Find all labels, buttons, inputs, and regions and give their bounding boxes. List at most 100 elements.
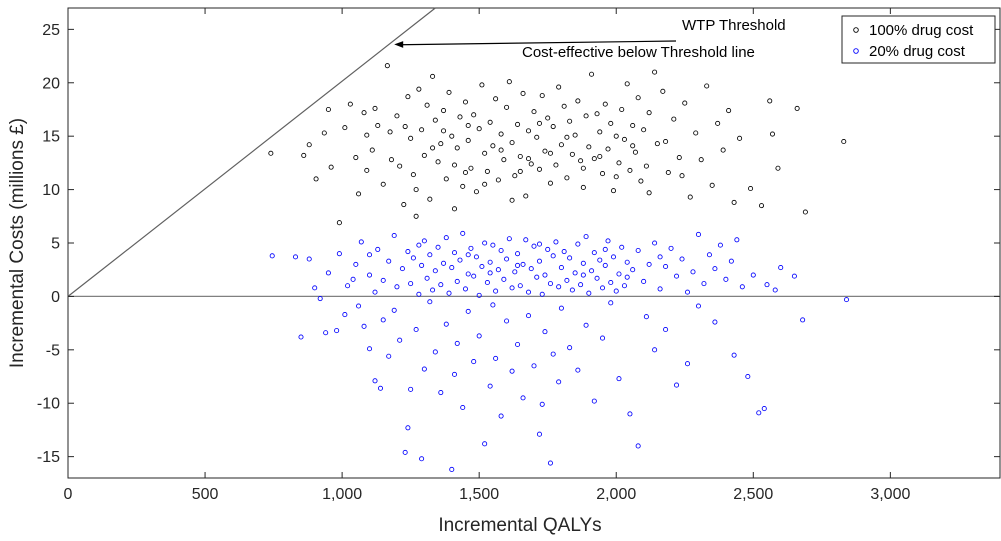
point-100pct [498,147,504,153]
point-20pct [531,363,537,369]
point-100pct [268,150,274,156]
point-20pct [435,244,441,250]
point-100pct [550,124,556,130]
point-20pct [454,278,460,284]
point-100pct [401,202,407,208]
point-20pct [432,268,438,274]
point-20pct [460,230,466,236]
point-100pct [610,188,617,194]
point-20pct [547,281,553,287]
point-20pct [561,249,567,255]
point-100pct [676,155,682,161]
point-20pct [408,386,414,392]
point-100pct [482,181,488,187]
point-100pct [534,134,540,140]
point-20pct [367,346,373,352]
point-20pct [583,322,589,328]
point-20pct [558,265,564,271]
point-20pct [451,250,458,256]
point-20pct [558,305,564,311]
point-100pct [347,101,353,107]
point-100pct [402,124,408,130]
point-20pct [498,247,504,254]
point-20pct [608,279,614,286]
point-100pct [416,86,422,92]
point-20pct [756,410,762,416]
point-20pct [772,287,778,293]
point-20pct [498,413,504,419]
point-100pct [430,145,436,151]
point-20pct [550,253,556,259]
point-20pct [317,296,323,302]
point-100pct [427,196,433,202]
point-100pct [698,157,704,163]
point-100pct [597,129,603,135]
point-20pct [528,266,534,272]
point-100pct [841,138,847,145]
point-20pct [465,271,471,277]
point-100pct [504,104,510,110]
point-20pct [712,266,718,272]
point-100pct [630,122,636,129]
x-tick-label: 2,000 [596,486,636,503]
y-tick-label: -5 [46,342,60,359]
point-20pct [621,283,627,289]
point-20pct [358,239,364,245]
point-20pct [372,378,378,384]
point-100pct [384,63,390,69]
point-100pct [325,106,331,113]
point-20pct [556,284,562,290]
point-20pct [350,276,356,282]
point-100pct [720,147,726,153]
point-100pct [336,220,342,226]
point-100pct [553,162,559,168]
point-20pct [613,288,619,294]
point-20pct [306,256,312,262]
point-100pct [748,185,754,192]
point-20pct [575,367,581,373]
point-100pct [387,129,393,135]
y-tick-label: -15 [37,449,60,466]
point-100pct [630,143,636,149]
point-100pct [704,83,710,89]
point-20pct [600,285,606,291]
y-tick-label: -10 [37,396,60,413]
point-20pct [597,257,603,263]
point-100pct [443,176,449,182]
point-20pct [515,341,521,348]
point-20pct [608,300,614,306]
point-20pct [419,456,425,462]
point-20pct [462,286,468,292]
annotation-arrowhead [394,41,404,48]
point-20pct [635,443,641,449]
legend-marker-100 [853,27,859,33]
point-20pct [394,284,400,290]
point-100pct [490,143,496,149]
point-100pct [794,105,800,111]
point-20pct [591,250,597,256]
point-20pct [421,366,427,372]
point-20pct [690,269,696,275]
point-20pct [380,317,386,323]
point-20pct [501,276,507,282]
point-100pct [451,162,458,168]
point-20pct [602,262,608,268]
point-100pct [605,146,611,152]
y-tick-label: 15 [42,129,60,146]
point-20pct [547,460,553,466]
point-20pct [512,269,518,275]
point-20pct [441,260,447,266]
point-20pct [657,286,663,292]
wtp-threshold-line [67,7,436,297]
point-100pct [465,122,471,129]
point-100pct [432,117,438,123]
point-20pct [723,276,729,282]
point-20pct [630,267,636,273]
point-20pct [449,466,455,472]
legend-label-100: 100% drug cost [869,22,974,39]
point-20pct [356,303,362,309]
point-20pct [479,263,485,270]
point-20pct [583,234,589,240]
point-100pct [578,158,584,164]
point-100pct [364,167,370,173]
